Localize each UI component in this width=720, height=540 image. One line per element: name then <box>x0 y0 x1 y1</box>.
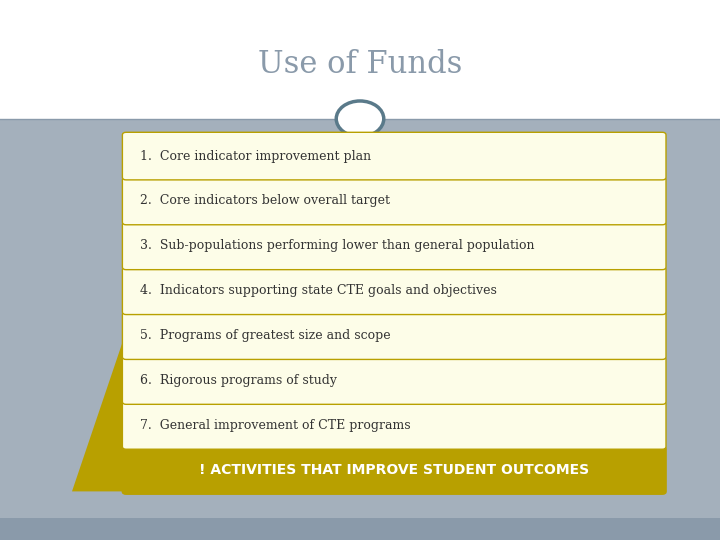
Text: Use of Funds: Use of Funds <box>258 49 462 80</box>
FancyBboxPatch shape <box>122 312 666 360</box>
Bar <box>0 119 720 540</box>
Text: 1.  Core indicator improvement plan: 1. Core indicator improvement plan <box>140 150 372 163</box>
Text: 3.  Sub-populations performing lower than general population: 3. Sub-populations performing lower than… <box>140 239 535 252</box>
Text: 7.  General improvement of CTE programs: 7. General improvement of CTE programs <box>140 419 411 432</box>
Text: 5.  Programs of greatest size and scope: 5. Programs of greatest size and scope <box>140 329 391 342</box>
Text: ! ACTIVITIES THAT IMPROVE STUDENT OUTCOMES: ! ACTIVITIES THAT IMPROVE STUDENT OUTCOM… <box>199 463 589 477</box>
FancyBboxPatch shape <box>122 222 666 269</box>
Text: 2.  Core indicators below overall target: 2. Core indicators below overall target <box>140 194 390 207</box>
FancyBboxPatch shape <box>122 402 666 449</box>
FancyBboxPatch shape <box>122 177 666 225</box>
FancyBboxPatch shape <box>122 132 666 180</box>
FancyBboxPatch shape <box>122 357 666 404</box>
Polygon shape <box>72 151 302 491</box>
Circle shape <box>336 101 384 137</box>
Text: 4.  Indicators supporting state CTE goals and objectives: 4. Indicators supporting state CTE goals… <box>140 284 498 297</box>
Text: 6.  Rigorous programs of study: 6. Rigorous programs of study <box>140 374 338 387</box>
FancyBboxPatch shape <box>122 447 666 494</box>
Bar <box>0 518 720 540</box>
FancyBboxPatch shape <box>122 267 666 314</box>
